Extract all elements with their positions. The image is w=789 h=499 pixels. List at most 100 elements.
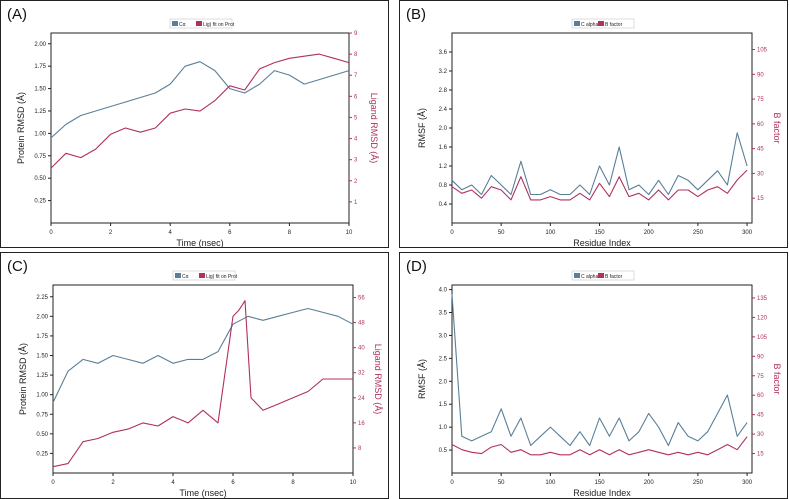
y-right-tick-label: 4 — [354, 137, 358, 143]
y-left-tick-label: 0.4 — [439, 202, 448, 208]
x-tick-label: 200 — [644, 230, 655, 236]
y-left-tick-label: 0.75 — [34, 154, 46, 160]
x-tick-label: 200 — [644, 480, 655, 486]
y-left-tick-label: 1.00 — [36, 393, 48, 399]
x-tick-label: 250 — [693, 480, 704, 486]
y-left-tick-label: 0.75 — [36, 412, 48, 418]
legend-label: Lig) fit on Prot — [203, 22, 235, 28]
y-right-tick-label: 7 — [354, 73, 358, 79]
y-left-tick-label: 0.25 — [36, 451, 48, 457]
y-left-tick-label: 1.25 — [36, 373, 48, 379]
x-tick-label: 50 — [498, 480, 505, 486]
y-left-tick-label: 1.25 — [34, 109, 46, 115]
y-right-tick-label: 75 — [757, 374, 764, 380]
y-left-axis-label: Protein RMSD (Å) — [16, 92, 26, 164]
y-right-tick-label: 48 — [358, 321, 365, 327]
x-tick-label: 4 — [169, 230, 173, 236]
legend-swatch — [196, 21, 202, 26]
legend-label: B factor — [605, 22, 623, 28]
x-tick-label: 10 — [350, 480, 357, 486]
y-right-tick-label: 5 — [354, 115, 358, 121]
y-left-tick-label: 0.5 — [439, 448, 448, 454]
legend-swatch — [598, 273, 604, 278]
panel-c: (C) 0 2 4 6 8 10 0.25 0.50 0.75 1.00 1.25 1.50 1.75 2… — [0, 252, 389, 499]
chart-c: 0 2 4 6 8 100.250.500.751.001.251.501.752.002… — [18, 270, 383, 498]
legend-swatch — [574, 273, 580, 278]
y-left-axis-label: RMSF (Å) — [417, 108, 427, 148]
y-left-tick-label: 0.50 — [34, 176, 46, 182]
y-left-tick-label: 2.00 — [36, 314, 48, 320]
panel-b: (B) 0 50 100 150 200 250 300 0.4 0.8 1.2 1.6 2.0 2.4… — [399, 0, 788, 248]
x-tick-label: 300 — [742, 480, 753, 486]
y-right-tick-label: 105 — [757, 335, 768, 341]
y-right-tick-label: 45 — [757, 413, 764, 419]
y-left-tick-label: 1.75 — [34, 64, 46, 70]
plot-frame — [50, 32, 350, 224]
x-tick-label: 300 — [742, 230, 753, 236]
y-right-tick-label: 30 — [757, 432, 764, 438]
x-tick-label: 2 — [109, 230, 113, 236]
y-left-tick-label: 4.0 — [439, 288, 448, 294]
x-tick-label: 2 — [111, 480, 115, 486]
y-right-tick-label: 3 — [354, 158, 358, 164]
legend-swatch — [175, 273, 181, 278]
legend-swatch — [574, 21, 580, 26]
x-tick-label: 0 — [450, 480, 454, 486]
legend-label: C alphas — [581, 22, 601, 28]
panel-label: (C) — [7, 258, 28, 275]
series-line-ca — [451, 132, 748, 196]
x-tick-label: 0 — [450, 230, 454, 236]
y-right-tick-label: 30 — [757, 171, 764, 177]
y-right-tick-label: 6 — [354, 94, 358, 100]
y-right-tick-label: 24 — [358, 396, 365, 402]
y-right-tick-label: 60 — [757, 393, 764, 399]
y-right-tick-label: 120 — [757, 315, 768, 321]
y-left-tick-label: 1.5 — [439, 402, 448, 408]
series-line-ca — [52, 307, 354, 403]
panel-a: (A) 0 2 4 6 8 10 0.25 0.50 0.75 1.00 1.25 1.50 1.75 2… — [0, 0, 389, 248]
panel-label: (B) — [406, 6, 426, 23]
legend-swatch — [598, 21, 604, 26]
x-tick-label: 8 — [288, 230, 292, 236]
y-right-axis-label: B factor — [772, 363, 782, 394]
chart-d: 0 50 100 150 200 250 300 0.5 1.0 1.5 2.0 2.5 3.0 3.5 4… — [417, 270, 782, 498]
x-axis-label: Time (nsec) — [176, 238, 223, 247]
legend-swatch — [172, 21, 178, 26]
y-left-tick-label: 1.2 — [439, 164, 448, 170]
x-tick-label: 10 — [346, 230, 353, 236]
legend-swatch — [199, 273, 205, 278]
series-line-secondary — [451, 169, 748, 201]
y-right-tick-label: 90 — [757, 354, 764, 360]
y-left-axis-label: RMSF (Å) — [417, 359, 427, 399]
y-left-tick-label: 2.5 — [439, 356, 448, 362]
series-line-secondary — [52, 300, 353, 468]
y-left-tick-label: 0.8 — [439, 183, 448, 189]
y-right-tick-label: 90 — [757, 72, 764, 78]
x-tick-label: 4 — [171, 480, 175, 486]
y-right-tick-label: 1 — [354, 200, 358, 206]
x-tick-label: 6 — [228, 230, 232, 236]
y-right-tick-label: 15 — [757, 452, 764, 458]
y-left-tick-label: 3.0 — [439, 333, 448, 339]
panel-label: (A) — [7, 6, 27, 23]
x-tick-label: 50 — [498, 230, 505, 236]
y-right-tick-label: 8 — [354, 52, 358, 58]
y-right-tick-label: 60 — [757, 122, 764, 128]
x-tick-label: 150 — [595, 230, 606, 236]
plot-frame — [52, 284, 354, 474]
x-tick-label: 8 — [291, 480, 295, 486]
y-right-tick-label: 32 — [358, 371, 365, 377]
y-right-tick-label: 40 — [358, 346, 365, 352]
y-right-tick-label: 16 — [358, 421, 365, 427]
x-tick-label: 150 — [595, 480, 606, 486]
y-right-tick-label: 56 — [358, 296, 365, 302]
y-left-tick-label: 2.0 — [439, 379, 448, 385]
y-left-tick-label: 1.75 — [36, 334, 48, 340]
y-left-tick-label: 3.5 — [439, 311, 448, 317]
x-axis-label: Residue Index — [573, 238, 631, 247]
series-line-ca — [50, 61, 350, 139]
y-left-tick-label: 0.50 — [36, 432, 48, 438]
y-right-tick-label: 2 — [354, 179, 358, 185]
y-right-tick-label: 75 — [757, 97, 764, 103]
y-left-tick-label: 1.00 — [34, 131, 46, 137]
